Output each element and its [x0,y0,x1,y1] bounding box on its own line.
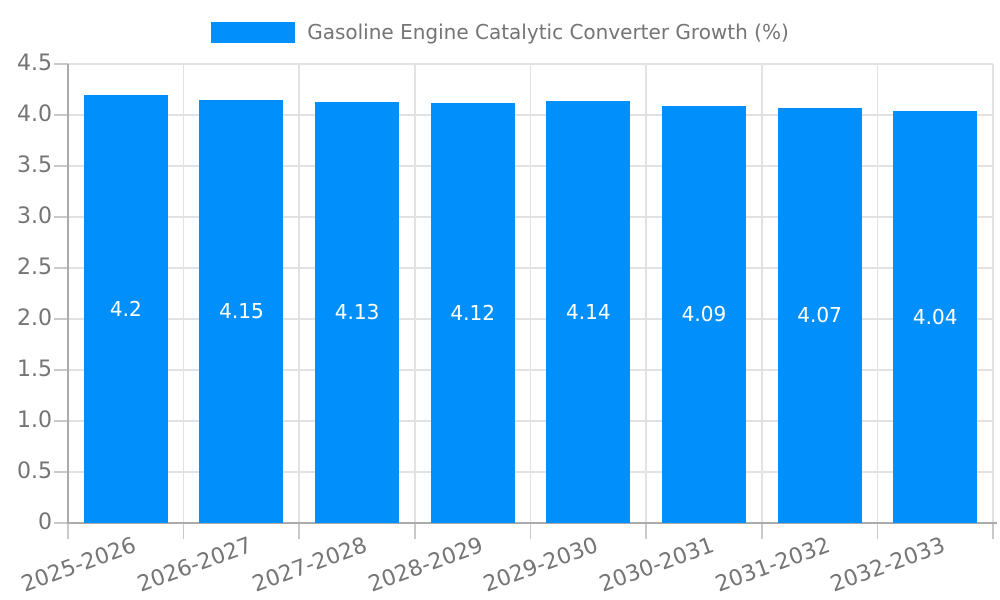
bar[interactable] [777,107,862,523]
bar-value-label: 4.09 [681,302,727,327]
x-tick-mark [760,523,763,539]
legend-swatch-icon [211,21,296,43]
bar[interactable] [315,101,400,523]
x-tick-label: 2028-2029 [364,533,487,598]
bar-value-label: 4.14 [566,299,611,324]
y-tick-label: 0.5 [17,459,52,484]
x-tick-label: 2026-2027 [133,533,255,598]
y-axis-line [67,64,69,523]
y-tick-mark [54,63,68,65]
bar-value-label: 4.07 [797,303,842,328]
bar[interactable] [83,94,168,523]
x-tick-label: 2029-2030 [480,533,602,598]
y-tick-label: 4.0 [17,102,52,127]
y-tick-label: 1.0 [17,408,52,433]
x-gridline [182,64,185,523]
x-tick-mark [67,523,69,539]
x-gridline [298,64,301,523]
x-tick-mark [182,523,185,539]
bar-value-label: 4.12 [450,300,495,325]
legend-item[interactable]: Gasoline Engine Catalytic Converter Grow… [211,20,789,44]
bar-value-label: 4.2 [109,296,142,321]
x-tick-label: 2032-2033 [827,533,949,598]
y-tick-mark [54,522,68,524]
x-tick-mark [992,523,994,539]
x-tick-mark [876,523,879,539]
y-tick-mark [54,165,68,167]
y-tick-label: 0 [38,510,52,535]
x-gridline [529,64,532,523]
x-gridline [760,64,763,523]
y-tick-mark [54,471,68,473]
y-tick-mark [54,114,68,116]
x-axis-line [67,522,997,524]
x-tick-label: 2025-2026 [18,533,140,598]
y-tick-label: 2.5 [17,255,52,280]
bar[interactable] [661,105,746,523]
y-tick-label: 3.5 [17,153,52,178]
x-tick-label: 2030-2031 [596,533,718,598]
x-tick-mark [645,523,647,539]
x-tick-label: 2031-2032 [711,533,834,598]
legend: Gasoline Engine Catalytic Converter Grow… [0,20,1000,44]
x-gridline [645,64,647,523]
x-tick-mark [298,523,301,539]
x-gridline [992,64,994,523]
x-tick-label: 2027-2028 [249,533,371,598]
y-tick-mark [54,369,68,371]
bar-value-label: 4.15 [219,299,264,324]
bar[interactable] [430,102,515,523]
y-tick-label: 3.0 [17,204,52,229]
x-gridline [876,64,879,523]
x-tick-mark [414,523,416,539]
bar-value-label: 4.13 [334,300,380,325]
y-gridline [68,63,993,65]
y-tick-mark [54,216,68,218]
x-tick-mark [529,523,532,539]
y-tick-label: 2.0 [17,306,52,331]
y-tick-label: 1.5 [17,357,52,382]
y-tick-mark [54,267,68,269]
bar[interactable] [199,99,284,523]
bar-value-label: 4.04 [912,304,958,329]
bar[interactable] [893,110,978,523]
y-tick-mark [54,318,68,320]
y-tick-label: 4.5 [17,51,52,76]
legend-label: Gasoline Engine Catalytic Converter Grow… [307,20,789,44]
y-tick-mark [54,420,68,422]
bar[interactable] [546,100,631,523]
x-gridline [414,64,416,523]
